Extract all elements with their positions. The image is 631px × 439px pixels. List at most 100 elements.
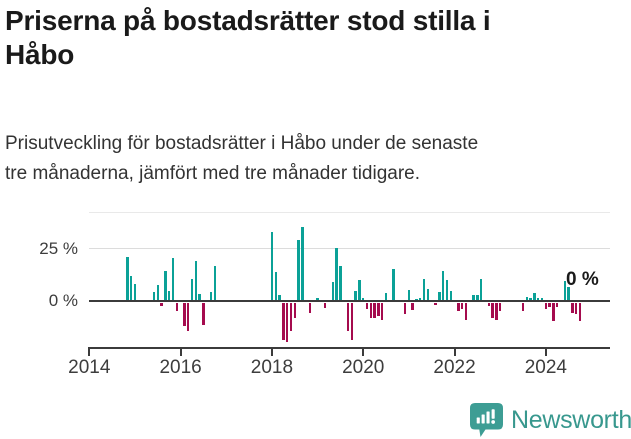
negative-bar [381,303,384,320]
zero-baseline [89,300,610,302]
positive-bar [171,257,175,301]
y-axis-label-25: 25 % [39,239,78,258]
positive-bar [213,265,217,301]
negative-bar [571,303,574,313]
positive-bar [129,275,133,301]
positive-bar [426,289,430,301]
positive-bar [384,292,388,301]
positive-bar [301,226,304,301]
positive-bar [537,297,540,301]
x-axis-year-label: 2024 [524,357,567,378]
positive-bar [194,261,198,301]
description-line-2: tre månaderna, jämfört med tre månader t… [5,163,421,184]
negative-bar [293,303,296,318]
newsworthy-logo-icon [470,403,503,439]
latest-value-annotation: 0 % [566,269,599,290]
positive-bar [190,278,194,301]
negative-bar [491,303,494,319]
x-axis-year-label: 2022 [433,357,476,378]
negative-bar [346,303,350,332]
negative-bar [411,303,414,310]
y-axis-label-0: 0 % [48,291,78,310]
negative-bar [544,303,548,309]
negative-bar [183,303,186,327]
x-axis-tick [362,347,365,356]
negative-bar [460,303,464,309]
negative-bar [521,303,525,311]
positive-bar [533,292,536,301]
negative-bar [457,303,460,311]
positive-bar [354,290,357,301]
negative-bar [578,303,582,322]
x-axis-year-label: 2018 [250,357,294,378]
negative-bar [289,303,293,332]
negative-bar [464,303,468,320]
positive-bar [270,232,274,301]
positive-bar [297,240,300,301]
x-axis-tick [544,347,547,356]
positive-bar [407,290,411,301]
positive-bar [126,257,129,301]
positive-bar [438,291,441,301]
chart-description: Prisutveckling för bostadsrätter i Håbo … [5,129,627,189]
negative-bar [160,303,163,307]
x-axis-line [89,347,610,349]
negative-bar [403,303,407,315]
positive-bar [472,295,475,301]
positive-bar [339,265,342,301]
negative-bar [369,303,373,319]
plot-top-line [89,212,610,213]
positive-bar [525,296,529,301]
x-axis-year-label: 2016 [159,357,202,378]
negative-bar [548,303,551,308]
positive-bar [331,282,334,301]
negative-bar [323,303,327,309]
positive-bar [441,270,445,301]
negative-bar [575,303,578,315]
headline-line-2: Håbo [5,39,75,70]
negative-bar [552,303,555,322]
positive-bar [449,290,452,301]
positive-bar [567,287,570,301]
positive-bar [156,285,159,301]
positive-bar [529,297,532,301]
positive-bar [476,295,479,301]
negative-bar [498,303,502,312]
negative-bar [175,303,178,312]
negative-bar [350,303,353,340]
positive-bar [278,294,281,301]
positive-bar [164,270,167,301]
positive-bar [209,292,213,301]
gridline-25-percent [89,248,610,249]
positive-bar [358,280,361,301]
positive-bar [167,290,171,301]
newsworthy-logo: Newsworthy [470,403,631,439]
x-axis-tick [88,347,91,356]
negative-bar [282,303,285,340]
positive-bar [422,279,426,301]
x-axis-tick [179,347,182,356]
newsworthy-logo-text: Newsworthy [511,405,631,434]
positive-bar [563,281,567,301]
headline-line-1: Priserna på bostadsrätter stod stilla i [5,5,491,36]
negative-bar [377,303,380,317]
positive-bar [198,293,201,301]
negative-bar [308,303,312,313]
negative-bar [434,303,437,306]
positive-bar [419,298,422,301]
positive-bar [362,298,365,301]
positive-bar [445,279,449,301]
positive-bar [540,298,544,301]
negative-bar [495,303,498,320]
positive-bar [335,248,338,301]
negative-bar [285,303,289,342]
positive-bar [152,292,156,301]
x-axis-year-label: 2020 [342,357,385,378]
x-axis-year-label: 2014 [68,357,111,378]
description-line-1: Prisutveckling för bostadsrätter i Håbo … [5,133,479,154]
negative-bar [365,303,369,309]
positive-bar [479,279,483,301]
positive-bar [274,271,277,301]
